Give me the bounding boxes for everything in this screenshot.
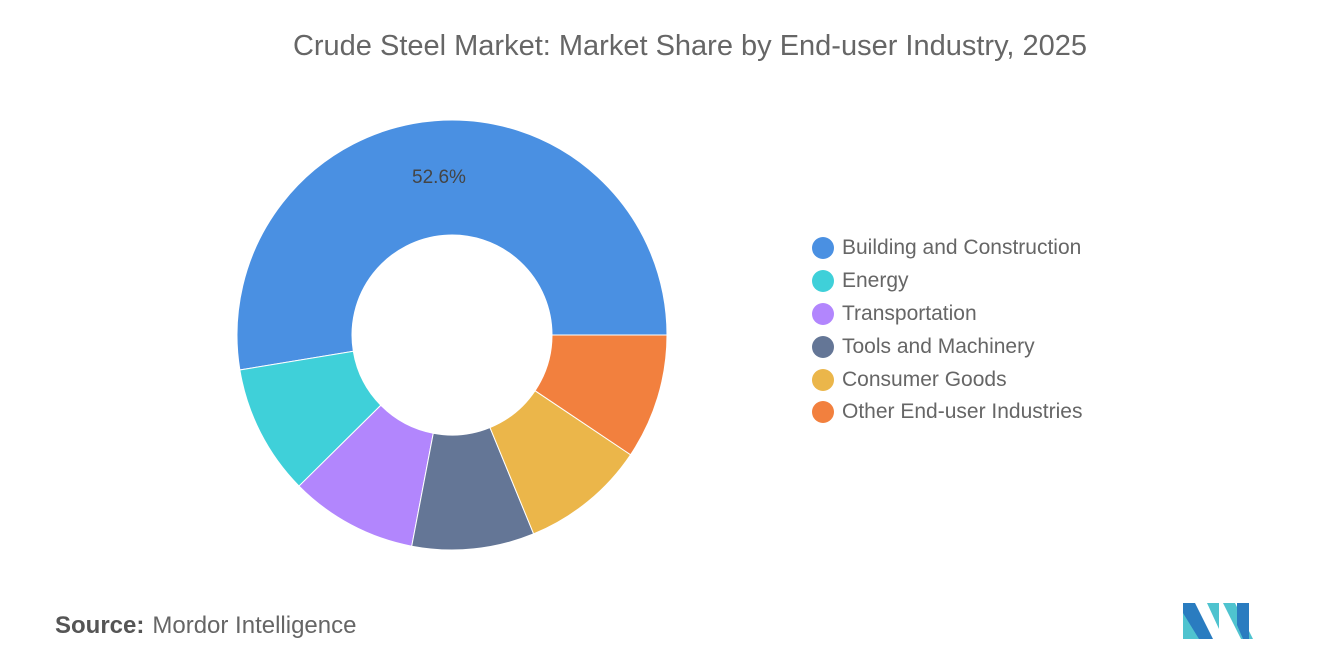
legend-label: Building and Construction bbox=[842, 236, 1082, 260]
chart-title: Crude Steel Market: Market Share by End-… bbox=[292, 30, 1088, 62]
legend-label: Consumer Goods bbox=[842, 367, 1007, 391]
legend-swatch bbox=[812, 335, 834, 358]
source-label: Source: bbox=[55, 612, 145, 639]
legend: Building and Construction Energy Transport… bbox=[812, 232, 1082, 429]
source-value: Mordor Intelligence bbox=[152, 612, 357, 639]
legend-swatch bbox=[812, 302, 834, 325]
legend-label: Tools and Machinery bbox=[842, 334, 1035, 358]
legend-swatch bbox=[812, 237, 834, 260]
data-label: 52.6% bbox=[412, 167, 466, 188]
legend-item[interactable]: Other End-user Industries bbox=[812, 396, 1082, 429]
slice-other-end-user-industries bbox=[534, 334, 668, 456]
legend-label: Transportation bbox=[842, 301, 977, 325]
legend-swatch bbox=[812, 270, 834, 293]
legend-item[interactable]: Consumer Goods bbox=[812, 363, 1082, 396]
mordor-logo bbox=[1183, 603, 1253, 639]
legend-swatch bbox=[812, 401, 834, 424]
legend-swatch bbox=[812, 368, 834, 391]
slice-building-and-construction bbox=[236, 119, 668, 371]
legend-item[interactable]: Energy bbox=[812, 265, 1082, 298]
legend-item[interactable]: Transportation bbox=[812, 298, 1082, 331]
legend-label: Other End-user Industries bbox=[842, 400, 1083, 424]
legend-item[interactable]: Building and Construction bbox=[812, 232, 1082, 265]
source-note: Source: Mordor Intelligence bbox=[55, 612, 356, 640]
legend-item[interactable]: Tools and Machinery bbox=[812, 330, 1082, 363]
legend-label: Energy bbox=[842, 269, 909, 293]
